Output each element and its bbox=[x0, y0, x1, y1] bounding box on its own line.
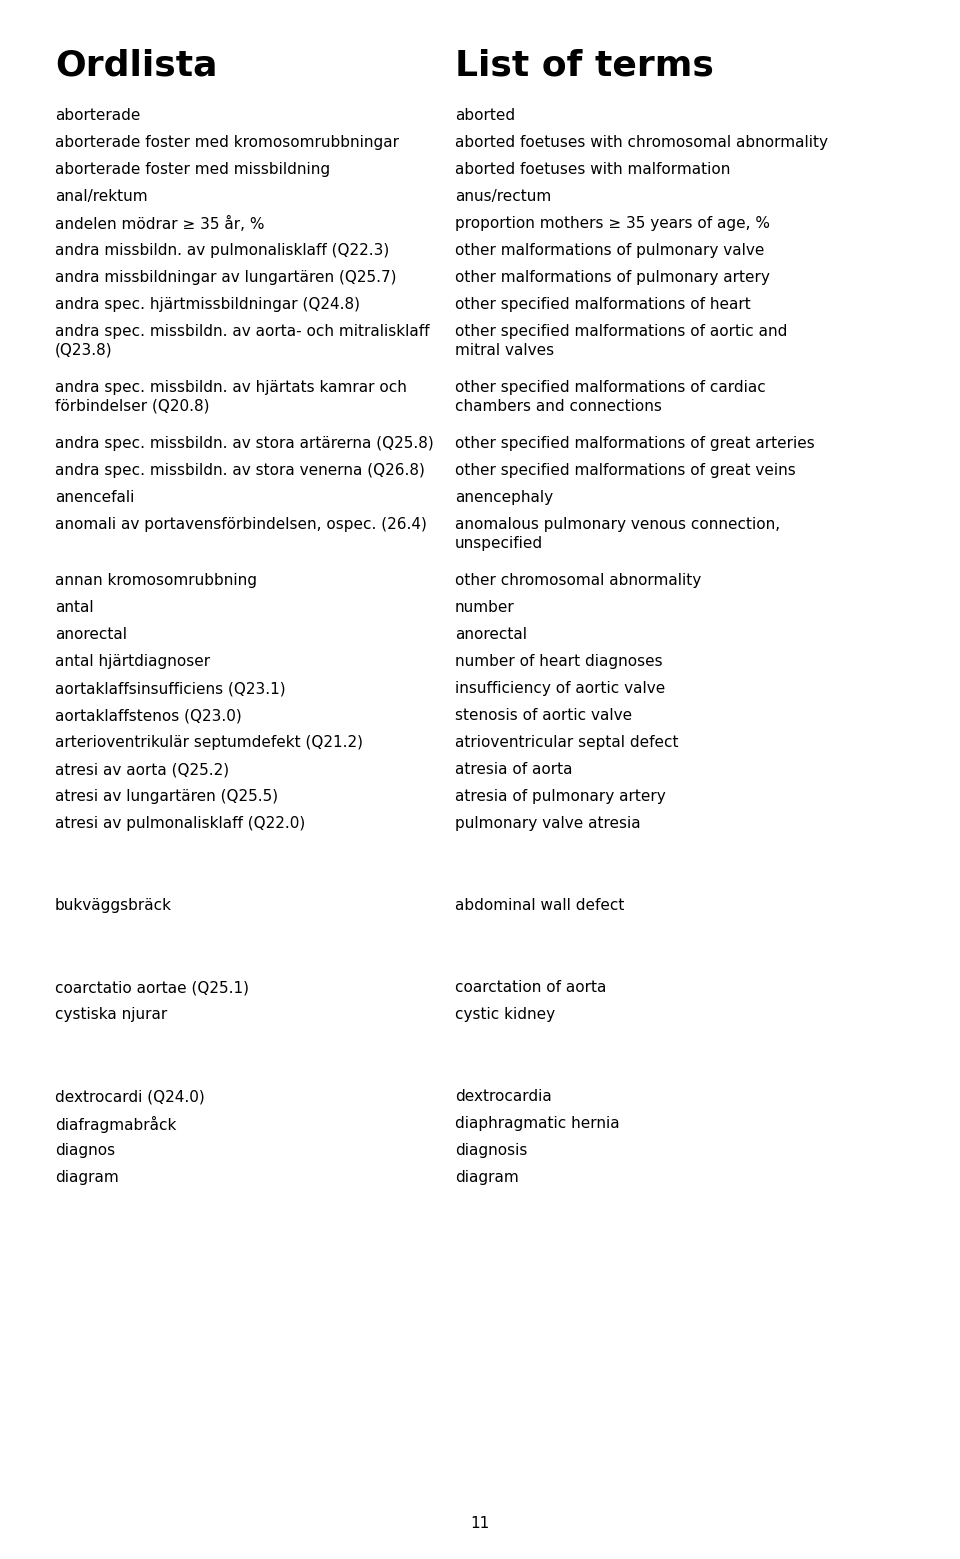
Text: arterioventrikulär septumdefekt (Q21.2): arterioventrikulär septumdefekt (Q21.2) bbox=[55, 734, 363, 750]
Text: anencefali: anencefali bbox=[55, 490, 134, 505]
Text: diagnos: diagnos bbox=[55, 1143, 115, 1158]
Text: andra spec. missbildn. av stora venerna (Q26.8): andra spec. missbildn. av stora venerna … bbox=[55, 463, 425, 479]
Text: andra spec. hjärtmissbildningar (Q24.8): andra spec. hjärtmissbildningar (Q24.8) bbox=[55, 298, 360, 312]
Text: number of heart diagnoses: number of heart diagnoses bbox=[455, 653, 662, 669]
Text: annan kromosomrubbning: annan kromosomrubbning bbox=[55, 574, 257, 588]
Text: anorectal: anorectal bbox=[455, 627, 527, 642]
Text: aborterade: aborterade bbox=[55, 108, 140, 123]
Text: aborted foetuses with malformation: aborted foetuses with malformation bbox=[455, 162, 731, 178]
Text: anomalous pulmonary venous connection,
unspecified: anomalous pulmonary venous connection, u… bbox=[455, 518, 780, 550]
Text: cystic kidney: cystic kidney bbox=[455, 1007, 555, 1023]
Text: other malformations of pulmonary artery: other malformations of pulmonary artery bbox=[455, 270, 770, 285]
Text: 11: 11 bbox=[470, 1515, 490, 1531]
Text: coarctatio aortae (Q25.1): coarctatio aortae (Q25.1) bbox=[55, 981, 249, 995]
Text: coarctation of aorta: coarctation of aorta bbox=[455, 981, 607, 995]
Text: aborted: aborted bbox=[455, 108, 516, 123]
Text: atresia of aorta: atresia of aorta bbox=[455, 762, 572, 776]
Text: cystiska njurar: cystiska njurar bbox=[55, 1007, 167, 1023]
Text: anencephaly: anencephaly bbox=[455, 490, 553, 505]
Text: aborterade foster med kromosomrubbningar: aborterade foster med kromosomrubbningar bbox=[55, 136, 399, 150]
Text: other specified malformations of heart: other specified malformations of heart bbox=[455, 298, 751, 312]
Text: anomali av portavensförbindelsen, ospec. (26.4): anomali av portavensförbindelsen, ospec.… bbox=[55, 518, 427, 532]
Text: aborterade foster med missbildning: aborterade foster med missbildning bbox=[55, 162, 330, 178]
Text: aortaklaffsinsufficiens (Q23.1): aortaklaffsinsufficiens (Q23.1) bbox=[55, 681, 286, 695]
Text: atresi av aorta (Q25.2): atresi av aorta (Q25.2) bbox=[55, 762, 229, 776]
Text: other malformations of pulmonary valve: other malformations of pulmonary valve bbox=[455, 243, 764, 257]
Text: aborted foetuses with chromosomal abnormality: aborted foetuses with chromosomal abnorm… bbox=[455, 136, 828, 150]
Text: bukväggsbräck: bukväggsbräck bbox=[55, 898, 172, 914]
Text: other specified malformations of great veins: other specified malformations of great v… bbox=[455, 463, 796, 479]
Text: diagnosis: diagnosis bbox=[455, 1143, 527, 1158]
Text: andra spec. missbildn. av aorta- och mitralisklaff
(Q23.8): andra spec. missbildn. av aorta- och mit… bbox=[55, 324, 429, 357]
Text: andra spec. missbildn. av hjärtats kamrar och
förbindelser (Q20.8): andra spec. missbildn. av hjärtats kamra… bbox=[55, 380, 407, 413]
Text: stenosis of aortic valve: stenosis of aortic valve bbox=[455, 708, 632, 723]
Text: dextrocardi (Q24.0): dextrocardi (Q24.0) bbox=[55, 1090, 204, 1104]
Text: other specified malformations of aortic and
mitral valves: other specified malformations of aortic … bbox=[455, 324, 787, 357]
Text: anorectal: anorectal bbox=[55, 627, 127, 642]
Text: atrioventricular septal defect: atrioventricular septal defect bbox=[455, 734, 679, 750]
Text: diaphragmatic hernia: diaphragmatic hernia bbox=[455, 1116, 619, 1130]
Text: other specified malformations of great arteries: other specified malformations of great a… bbox=[455, 437, 815, 451]
Text: andra missbildningar av lungartären (Q25.7): andra missbildningar av lungartären (Q25… bbox=[55, 270, 396, 285]
Text: Ordlista: Ordlista bbox=[55, 48, 218, 83]
Text: antal hjärtdiagnoser: antal hjärtdiagnoser bbox=[55, 653, 210, 669]
Text: atresi av pulmonalisklaff (Q22.0): atresi av pulmonalisklaff (Q22.0) bbox=[55, 815, 305, 831]
Text: anus/rectum: anus/rectum bbox=[455, 189, 551, 204]
Text: List of terms: List of terms bbox=[455, 48, 714, 83]
Text: other chromosomal abnormality: other chromosomal abnormality bbox=[455, 574, 701, 588]
Text: dextrocardia: dextrocardia bbox=[455, 1090, 552, 1104]
Text: antal: antal bbox=[55, 600, 94, 614]
Text: number: number bbox=[455, 600, 515, 614]
Text: anal/rektum: anal/rektum bbox=[55, 189, 148, 204]
Text: andelen mödrar ≥ 35 år, %: andelen mödrar ≥ 35 år, % bbox=[55, 217, 265, 232]
Text: pulmonary valve atresia: pulmonary valve atresia bbox=[455, 815, 640, 831]
Text: atresi av lungartären (Q25.5): atresi av lungartären (Q25.5) bbox=[55, 789, 278, 804]
Text: andra missbildn. av pulmonalisklaff (Q22.3): andra missbildn. av pulmonalisklaff (Q22… bbox=[55, 243, 389, 257]
Text: aortaklaffstenos (Q23.0): aortaklaffstenos (Q23.0) bbox=[55, 708, 242, 723]
Text: insufficiency of aortic valve: insufficiency of aortic valve bbox=[455, 681, 665, 695]
Text: proportion mothers ≥ 35 years of age, %: proportion mothers ≥ 35 years of age, % bbox=[455, 217, 770, 231]
Text: atresia of pulmonary artery: atresia of pulmonary artery bbox=[455, 789, 665, 804]
Text: other specified malformations of cardiac
chambers and connections: other specified malformations of cardiac… bbox=[455, 380, 766, 413]
Text: diafragmabråck: diafragmabråck bbox=[55, 1116, 177, 1133]
Text: diagram: diagram bbox=[55, 1169, 119, 1185]
Text: abdominal wall defect: abdominal wall defect bbox=[455, 898, 624, 914]
Text: andra spec. missbildn. av stora artärerna (Q25.8): andra spec. missbildn. av stora artärern… bbox=[55, 437, 434, 451]
Text: diagram: diagram bbox=[455, 1169, 518, 1185]
